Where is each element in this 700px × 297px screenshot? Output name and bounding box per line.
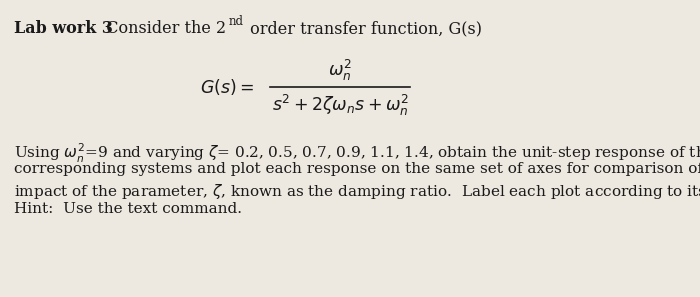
Text: impact of the parameter, $\zeta$, known as the damping ratio.  Label each plot a: impact of the parameter, $\zeta$, known …: [14, 182, 700, 201]
Text: order transfer function, G(s): order transfer function, G(s): [245, 20, 482, 37]
Text: corresponding systems and plot each response on the same set of axes for compari: corresponding systems and plot each resp…: [14, 162, 700, 176]
Text: Lab work 3: Lab work 3: [14, 20, 113, 37]
Text: $s^2 + 2\zeta\omega_n s + \omega_n^2$: $s^2 + 2\zeta\omega_n s + \omega_n^2$: [272, 92, 409, 118]
Text: Hint:  Use the text command.: Hint: Use the text command.: [14, 202, 242, 216]
Text: nd: nd: [229, 15, 244, 28]
Text: $G(s) =$: $G(s) =$: [200, 77, 254, 97]
Text: Consider the 2: Consider the 2: [96, 20, 226, 37]
Text: Using $\omega_n^2$=9 and varying $\zeta$= 0.2, 0.5, 0.7, 0.9, 1.1, 1.4, obtain t: Using $\omega_n^2$=9 and varying $\zeta$…: [14, 142, 700, 165]
Text: $\omega_n^2$: $\omega_n^2$: [328, 57, 352, 83]
